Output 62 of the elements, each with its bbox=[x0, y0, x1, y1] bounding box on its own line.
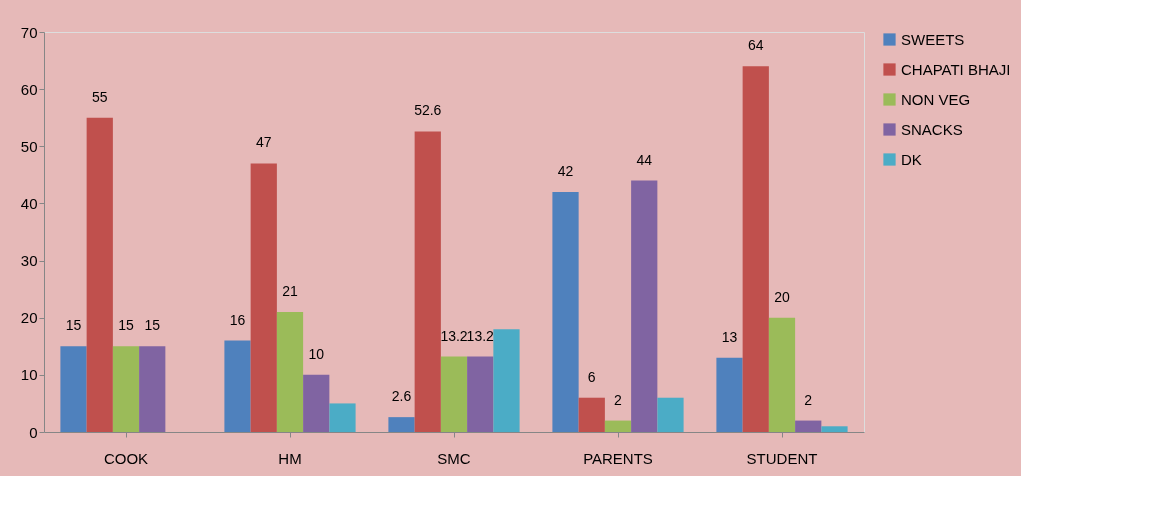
data-label: 64 bbox=[747, 37, 764, 54]
data-label: 47 bbox=[255, 134, 272, 151]
data-label: 15 bbox=[118, 317, 134, 334]
bar bbox=[276, 312, 304, 432]
y-tick-label: 0 bbox=[29, 423, 38, 441]
bar bbox=[716, 357, 743, 432]
x-tick-label: HM bbox=[278, 449, 302, 467]
bar bbox=[303, 374, 330, 432]
bar bbox=[578, 397, 605, 432]
bar bbox=[821, 426, 848, 432]
data-label: 44 bbox=[636, 151, 653, 168]
bar bbox=[60, 346, 87, 432]
data-label: 21 bbox=[282, 283, 298, 299]
y-tick-label: 20 bbox=[20, 309, 38, 327]
bar bbox=[493, 329, 520, 432]
y-tick-label: 40 bbox=[20, 194, 38, 212]
bar bbox=[414, 131, 441, 432]
data-label: 15 bbox=[65, 317, 82, 334]
data-label: 42 bbox=[557, 163, 574, 179]
bar bbox=[768, 317, 796, 432]
data-label: 13.2 bbox=[466, 327, 495, 344]
data-label: 6 bbox=[587, 368, 596, 385]
legend-label: NON VEG bbox=[901, 90, 971, 108]
x-tick-label: COOK bbox=[103, 449, 149, 467]
y-tick-label: 70 bbox=[20, 23, 38, 41]
data-label: 2 bbox=[804, 391, 813, 408]
legend-label: CHAPATI BHAJI bbox=[901, 60, 1011, 78]
bar bbox=[604, 420, 632, 432]
bar bbox=[250, 163, 277, 432]
x-tick-label: SMC bbox=[437, 449, 471, 467]
bar bbox=[112, 346, 140, 432]
legend-label: DK bbox=[901, 150, 922, 168]
data-label: 13 bbox=[721, 328, 738, 345]
data-label: 2.6 bbox=[391, 388, 412, 405]
bar bbox=[742, 66, 769, 432]
legend-label: SNACKS bbox=[901, 120, 963, 138]
bar bbox=[329, 403, 356, 432]
data-label: 15 bbox=[144, 317, 161, 334]
x-tick-label: STUDENT bbox=[746, 449, 818, 467]
y-tick-label: 60 bbox=[20, 80, 38, 98]
data-label: 20 bbox=[774, 288, 790, 305]
data-label: 52.6 bbox=[414, 102, 442, 119]
data-label: 13.2 bbox=[440, 327, 468, 344]
data-label: 2 bbox=[614, 391, 623, 408]
x-tick-label: PARENTS bbox=[583, 449, 653, 467]
bar bbox=[631, 180, 658, 432]
y-tick-label: 10 bbox=[20, 366, 38, 384]
bar bbox=[86, 117, 113, 432]
data-label: 10 bbox=[308, 345, 325, 362]
data-label: 16 bbox=[229, 311, 246, 328]
bar bbox=[440, 356, 468, 432]
bar bbox=[795, 420, 822, 432]
bar bbox=[552, 192, 579, 432]
bar bbox=[388, 417, 415, 432]
bar bbox=[224, 340, 251, 432]
y-tick-label: 30 bbox=[20, 252, 38, 270]
y-tick-label: 50 bbox=[20, 137, 38, 155]
bar bbox=[467, 356, 494, 432]
data-label: 55 bbox=[91, 88, 108, 105]
bar bbox=[139, 346, 166, 432]
legend-label: SWEETS bbox=[901, 30, 965, 48]
bar bbox=[657, 397, 684, 432]
